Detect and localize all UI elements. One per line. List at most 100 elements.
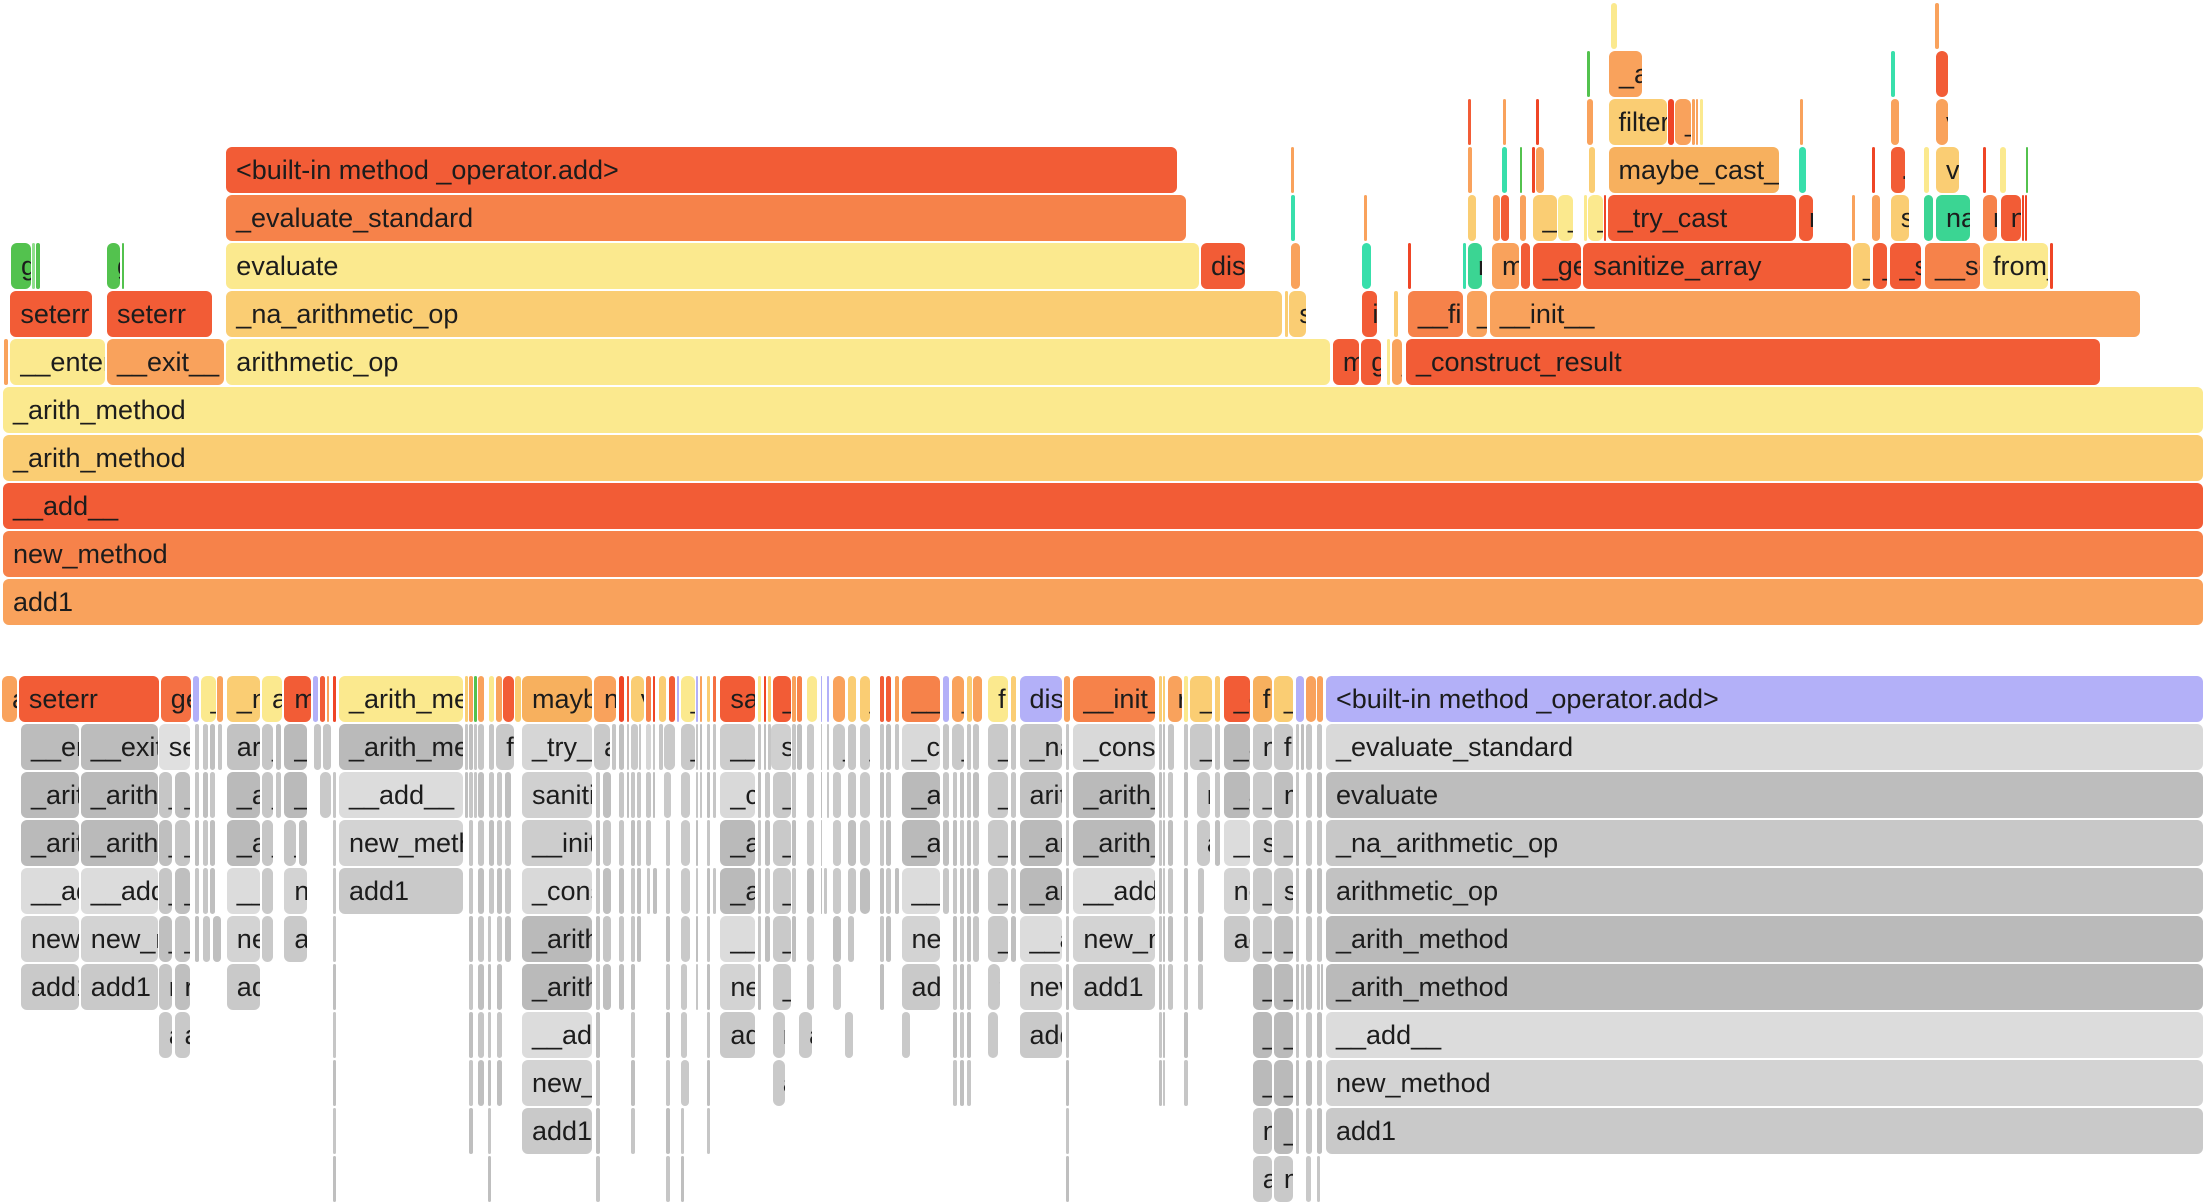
- frame-.[interactable]: .: [833, 916, 841, 962]
- frame-sliver[interactable]: [1296, 1012, 1300, 1058]
- frame-sliver[interactable]: [1296, 1060, 1300, 1106]
- frame-_try_cast[interactable]: _try_cast: [1607, 195, 1796, 241]
- frame-sliver[interactable]: [1317, 772, 1322, 818]
- frame-_ge[interactable]: _ge: [1532, 243, 1581, 289]
- frame-r[interactable]: r: [630, 724, 638, 770]
- frame-sliver[interactable]: [791, 772, 796, 818]
- frame-.[interactable]: .: [1306, 868, 1312, 914]
- frame-sliver[interactable]: [696, 868, 699, 914]
- frame-__add__[interactable]: __add__: [339, 772, 464, 818]
- frame-sliver[interactable]: [487, 964, 491, 1010]
- frame-r[interactable]: r: [1983, 195, 1997, 241]
- frame-a[interactable]: a: [799, 1012, 812, 1058]
- frame-a[interactable]: a: [320, 772, 331, 818]
- frame-seterr[interactable]: seterr: [107, 291, 212, 337]
- frame-_[interactable]: _: [1273, 1060, 1294, 1106]
- frame-sliver[interactable]: [630, 964, 635, 1010]
- frame-sliver[interactable]: [1300, 964, 1304, 1010]
- frame-sliver[interactable]: [1284, 291, 1288, 337]
- frame-sliver[interactable]: [505, 868, 511, 914]
- frame-n[interactable]: n: [1196, 772, 1211, 818]
- frame-sliver[interactable]: [1065, 820, 1069, 866]
- frame-__add__[interactable]: __add__: [21, 868, 79, 914]
- frame-sliver[interactable]: [1198, 964, 1203, 1010]
- frame-_[interactable]: _: [1252, 964, 1273, 1010]
- frame-sliver[interactable]: [847, 820, 856, 866]
- frame-sliver[interactable]: [1158, 916, 1162, 962]
- frame-sliver[interactable]: [332, 1108, 336, 1154]
- frame-sliver[interactable]: [2022, 195, 2024, 241]
- frame-sliver[interactable]: [1162, 820, 1166, 866]
- frame-sliver[interactable]: [768, 676, 771, 722]
- frame-sliver[interactable]: [973, 916, 979, 962]
- frame-sliver[interactable]: [666, 1156, 670, 1202]
- frame-_[interactable]: _: [951, 676, 965, 722]
- frame-_arith_method[interactable]: _arith_method: [720, 820, 756, 866]
- frame-sliver[interactable]: [1010, 676, 1016, 722]
- frame-_arith_method[interactable]: _arith_method: [1019, 868, 1062, 914]
- frame-sliver[interactable]: [879, 820, 884, 866]
- frame-sliver[interactable]: [1198, 868, 1204, 914]
- frame-sliver[interactable]: [645, 772, 651, 818]
- frame-sliver[interactable]: [505, 772, 511, 818]
- frame-sliver[interactable]: [707, 724, 711, 770]
- frame-sliver[interactable]: [1065, 868, 1069, 914]
- frame-__add__[interactable]: __add__: [80, 868, 158, 914]
- frame-sliver[interactable]: [1184, 1012, 1188, 1058]
- frame-sliver[interactable]: [626, 772, 629, 818]
- frame-sliver[interactable]: [636, 772, 641, 818]
- frame-sliver[interactable]: [1291, 243, 1300, 289]
- frame-_[interactable]: _: [1872, 243, 1887, 289]
- frame-sliver[interactable]: [823, 868, 827, 914]
- frame-sliver[interactable]: [879, 772, 884, 818]
- frame-sliver[interactable]: [859, 820, 870, 866]
- frame-a[interactable]: a: [1252, 1156, 1273, 1202]
- frame-arithmetic_op[interactable]: arithmetic_op: [1326, 868, 2203, 914]
- frame-a[interactable]: a: [262, 916, 273, 962]
- frame-_[interactable]: _: [1853, 243, 1870, 289]
- frame-sliver[interactable]: [505, 820, 511, 866]
- frame-sliver[interactable]: [847, 772, 856, 818]
- frame-_[interactable]: _: [1273, 964, 1294, 1010]
- frame-sliver[interactable]: [807, 964, 814, 1010]
- frame-a[interactable]: a: [901, 1012, 910, 1058]
- frame-sliver[interactable]: [3, 339, 8, 385]
- frame-_[interactable]: _: [262, 724, 273, 770]
- frame-r[interactable]: r: [680, 1012, 687, 1058]
- frame-m[interactable]: m: [284, 676, 311, 722]
- frame-sliver[interactable]: [820, 724, 823, 770]
- frame-sliver[interactable]: [194, 868, 199, 914]
- frame-sliver[interactable]: [696, 676, 699, 722]
- frame-sliver[interactable]: [859, 868, 870, 914]
- frame-new_method[interactable]: new_method: [1019, 964, 1062, 1010]
- frame-sliver[interactable]: [1363, 195, 1367, 241]
- frame-_[interactable]: _: [174, 820, 190, 866]
- frame-sliver[interactable]: [1317, 964, 1320, 1010]
- frame-sliver[interactable]: [603, 916, 611, 962]
- frame-sliver[interactable]: [1468, 147, 1472, 193]
- frame-sliver[interactable]: [489, 724, 494, 770]
- frame-sliver[interactable]: [603, 820, 611, 866]
- frame-sliver[interactable]: [879, 964, 884, 1010]
- frame-sliver[interactable]: [713, 772, 717, 818]
- frame-add1[interactable]: add1: [284, 916, 308, 962]
- frame-sliver[interactable]: [894, 724, 900, 770]
- frame-sliver[interactable]: [603, 868, 611, 914]
- frame-_[interactable]: _: [158, 916, 172, 962]
- frame-sliver[interactable]: [1587, 51, 1590, 97]
- frame-sliver[interactable]: [1306, 1108, 1312, 1154]
- frame-seterr[interactable]: seterr: [18, 676, 160, 722]
- frame-sliver[interactable]: [1502, 147, 1507, 193]
- frame-sliver[interactable]: [826, 772, 829, 818]
- frame-sliver[interactable]: [879, 916, 884, 962]
- frame-sliver[interactable]: [497, 772, 502, 818]
- frame-sliver[interactable]: [894, 676, 900, 722]
- frame-sliver[interactable]: [1010, 916, 1016, 962]
- frame-sliver[interactable]: [469, 820, 473, 866]
- frame-_arith_method[interactable]: _arith_method: [522, 916, 592, 962]
- frame-evaluate[interactable]: evaluate: [1326, 772, 2203, 818]
- frame-sliver[interactable]: [807, 820, 814, 866]
- frame-sliver[interactable]: [764, 676, 766, 722]
- frame-add1[interactable]: add1: [226, 964, 260, 1010]
- frame-sa[interactable]: sa: [720, 676, 756, 722]
